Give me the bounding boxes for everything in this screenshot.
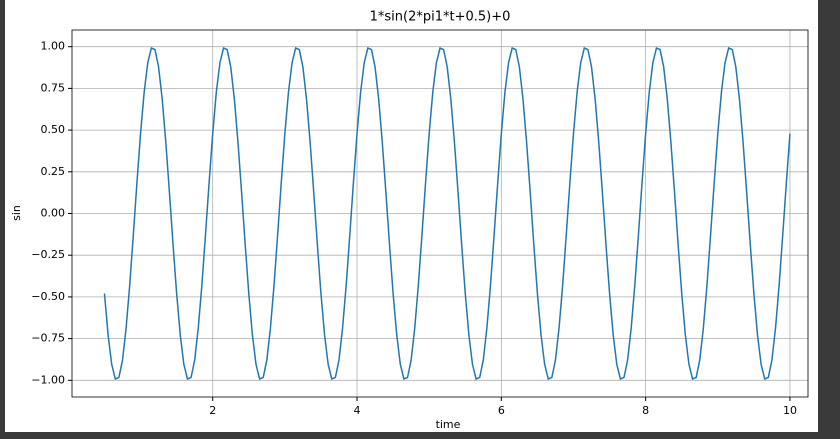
figure-background [5, 0, 818, 432]
y-tick-label: −1.00 [31, 373, 65, 386]
chart-title: 1*sin(2*pi1*t+0.5)+0 [370, 10, 511, 25]
y-tick-label: −0.75 [31, 332, 65, 345]
data-line [103, 46, 791, 381]
x-tick-label: 6 [498, 404, 505, 417]
plot-frame [71, 29, 809, 398]
x-tick-label: 2 [209, 404, 216, 417]
x-tick-label: 8 [642, 404, 649, 417]
y-tick-label: −0.50 [31, 290, 65, 303]
y-tick-label: 0.25 [41, 165, 66, 178]
y-tick-label: 1.00 [41, 40, 66, 53]
y-tick-label: 0.75 [41, 81, 66, 94]
y-tick-label: 0.50 [41, 123, 66, 136]
x-tick-label: 10 [783, 404, 797, 417]
y-tick-label: −0.25 [31, 248, 65, 261]
y-axis-label: sin [10, 205, 23, 221]
y-tick-label: 0.00 [41, 207, 66, 220]
x-tick-label: 4 [354, 404, 361, 417]
x-axis-label: time [436, 418, 461, 431]
